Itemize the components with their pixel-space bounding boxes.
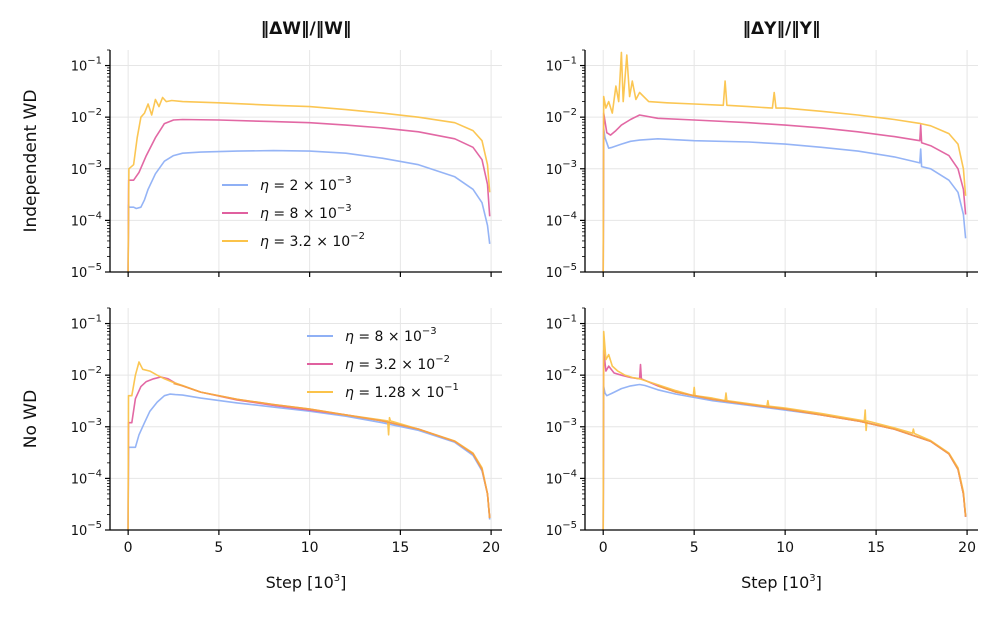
series-line-1 [127,393,491,530]
legend-label: η = 2 × 10−3 [260,175,352,194]
series-line-2 [602,349,967,530]
legend-label: η = 3.2 × 10−2 [345,354,450,373]
legend-label: η = 8 × 10−3 [345,326,437,345]
x-tick-label: 5 [214,540,223,556]
y-tick-label: 10−3 [71,417,102,436]
x-tick-label: 0 [124,540,133,556]
y-tick-label: 10−3 [546,417,577,436]
y-tick-label: 10−4 [546,210,577,229]
series-line-1 [127,149,491,272]
legend: η = 8 × 10−3 η = 3.2 × 10−2 η = 1.28 × 10−… [307,326,459,401]
x-tick-label: 15 [867,540,885,556]
y-tick-label: 10−5 [71,262,102,281]
panel-1: 10−5 10−4 10−3 10−2 10−1 ‖ΔW‖/‖W‖ Independent … [21,19,502,281]
y-tick-label: 10−2 [71,107,102,126]
y-tick-label: 10−5 [546,520,577,539]
y-tick-label: 10−2 [546,107,577,126]
x-tick-label: 15 [391,540,409,556]
legend-label: η = 3.2 × 10−2 [260,231,365,250]
panel-3: 10−5 10−4 10−3 10−2 10−1 0 5 10 15 20 No WD Step [1… [21,307,502,592]
x-axis-label: Step [103] [266,573,347,592]
x-tick-label: 5 [690,540,699,556]
x-tick-label: 10 [301,540,319,556]
legend: η = 2 × 10−3 η = 8 × 10−3 η = 3.2 × 10−2 [222,175,365,250]
y-tick-label: 10−2 [71,365,102,384]
series-line-3 [602,51,967,272]
y-tick-label: 10−3 [546,159,577,178]
y-tick-label: 10−3 [71,159,102,178]
series-line-4 [173,382,491,519]
row-label: Independent WD [21,89,41,232]
panel-4: 10−5 10−4 10−3 10−2 10−1 0 5 10 15 20 Step [103] [546,307,978,592]
y-tick-label: 10−1 [546,56,577,75]
series-group [602,330,967,530]
panel-title: ‖ΔY‖/‖Y‖ [743,19,821,39]
series-line-2 [602,112,967,272]
x-tick-label: 0 [599,540,608,556]
x-axis-label: Step [103] [741,573,822,592]
y-tick-label: 10−5 [71,520,102,539]
panel-2: 10−5 10−4 10−3 10−2 10−1 ‖ΔY‖/‖Y‖ [546,19,978,281]
series-group [127,361,491,530]
series-group [602,51,967,272]
y-tick-label: 10−5 [546,262,577,281]
x-tick-label: 10 [776,540,794,556]
y-tick-label: 10−1 [71,56,102,75]
series-line-3 [127,96,491,272]
row-label: No WD [21,390,41,448]
x-tick-label: 20 [958,540,976,556]
y-tick-label: 10−4 [71,468,102,487]
series-line-3 [602,330,967,530]
panel-title: ‖ΔW‖/‖W‖ [261,19,352,39]
legend-label: η = 1.28 × 10−1 [345,382,459,401]
x-tick-label: 20 [482,540,500,556]
y-tick-label: 10−2 [546,365,577,384]
y-tick-label: 10−1 [71,314,102,333]
series-line-1 [602,127,967,272]
y-tick-label: 10−4 [71,210,102,229]
y-tick-label: 10−1 [546,314,577,333]
series-line-2 [127,118,491,272]
series-line-4 [657,385,967,517]
y-tick-label: 10−4 [546,468,577,487]
series-group [127,96,491,272]
series-line-1 [602,383,967,530]
legend-label: η = 8 × 10−3 [260,203,352,222]
